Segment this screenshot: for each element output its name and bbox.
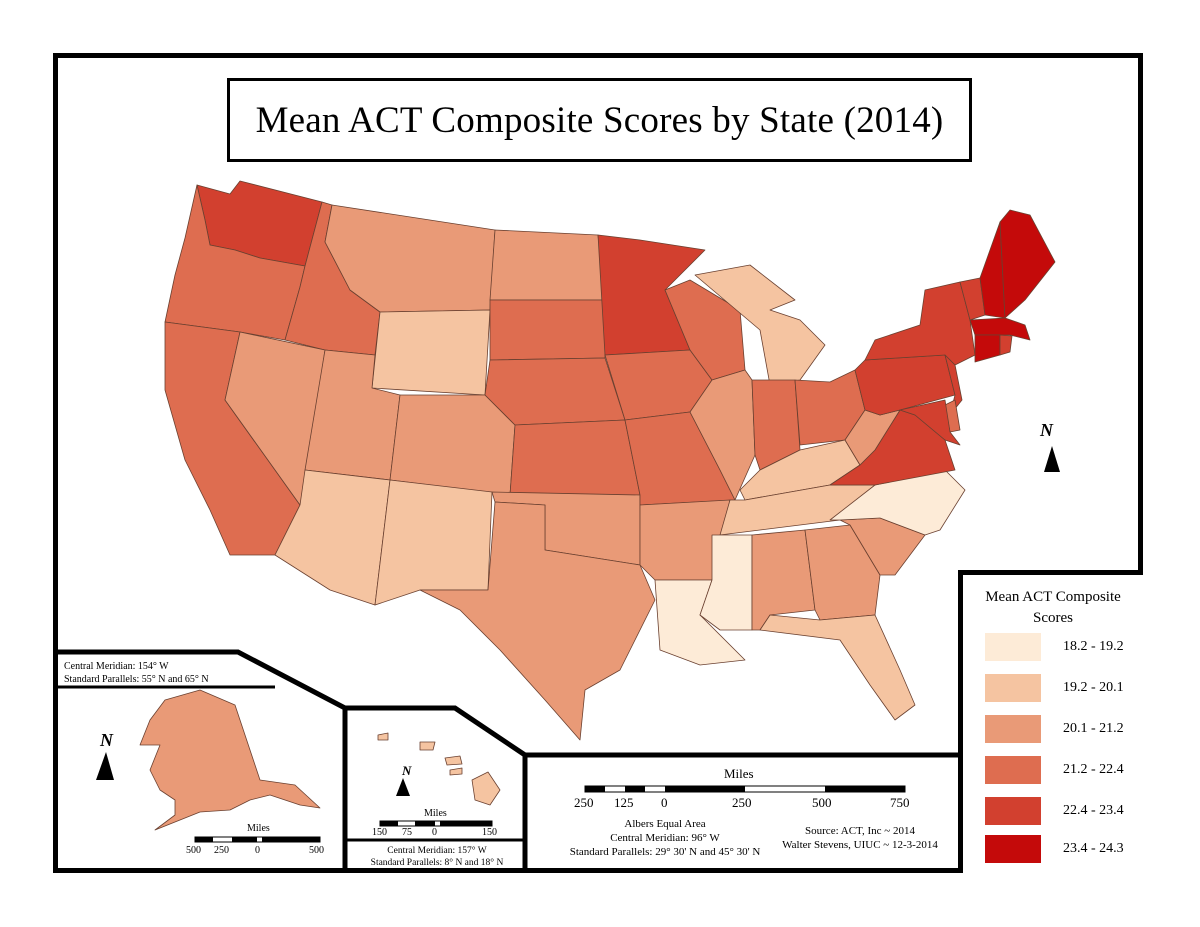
main-scale-tick: 250: [732, 795, 752, 810]
hawaii-north-arrow-icon: [396, 778, 410, 796]
state-NM[interactable]: [374, 479, 493, 606]
legend-swatch: [985, 797, 1041, 825]
hawaii-scale-title: Miles: [424, 808, 447, 819]
alaska-north-arrow-icon: [96, 752, 114, 780]
state-CT[interactable]: [974, 334, 1001, 363]
map-title-box: Mean ACT Composite Scores by State (2014…: [227, 78, 972, 162]
legend-item: 21.2 - 22.4: [985, 756, 1124, 784]
alaska-north-label: N: [100, 730, 113, 750]
main-scale-title: Miles: [724, 766, 754, 781]
legend-swatch: [985, 633, 1041, 661]
state-AK[interactable]: [139, 689, 321, 831]
main-scale-tick: 500: [812, 795, 832, 810]
alaska-scale-tick: 500: [186, 845, 201, 856]
state-RI[interactable]: [999, 334, 1013, 356]
hawaii-scale-tick: 75: [402, 827, 412, 838]
alaska-scale-tick: 250: [214, 845, 229, 856]
legend-item: 20.1 - 21.2: [985, 715, 1124, 743]
projection-info: Albers Equal Area Central Meridian: 96° …: [569, 818, 761, 858]
hawaii-scale-tick: 150: [372, 827, 387, 838]
main-scale-bar: [584, 785, 906, 793]
hawaii-scale-tick: 0: [432, 827, 437, 838]
legend-swatch: [985, 715, 1041, 743]
state-MI[interactable]: [694, 264, 826, 386]
state-AL[interactable]: [751, 529, 816, 631]
state-CO[interactable]: [389, 394, 516, 496]
north-arrow-icon: [1044, 446, 1060, 472]
state-NY[interactable]: [864, 281, 976, 366]
north-arrow-label: N: [1040, 420, 1053, 440]
alaska-scale-tick: 500: [309, 845, 324, 856]
state-WY[interactable]: [371, 309, 491, 396]
alaska-scale-bar: [194, 836, 321, 843]
alaska-scale-title: Miles: [247, 823, 270, 834]
state-MD[interactable]: [899, 399, 961, 446]
main-scale-tick: 125: [614, 795, 634, 810]
legend-item: 22.4 - 23.4: [985, 797, 1124, 825]
state-NE[interactable]: [484, 357, 626, 426]
hawaii-projection-info: Central Meridian: 157° W Standard Parall…: [370, 846, 504, 868]
main-scale-tick: 0: [661, 795, 668, 810]
hawaii-inset-border: [345, 705, 528, 873]
hawaii-scale-bar: [379, 820, 493, 827]
source-info: Source: ACT, Inc ~ 2014 Walter Stevens, …: [782, 825, 938, 851]
alaska-projection-info: Central Meridian: 154° W Standard Parall…: [64, 661, 209, 685]
state-IL[interactable]: [689, 369, 756, 501]
state-SD[interactable]: [489, 299, 606, 361]
state-TX[interactable]: [419, 501, 656, 741]
hawaii-north-label: N: [402, 763, 412, 778]
state-HI-group: [377, 732, 501, 806]
alaska-inset-border: [53, 649, 348, 873]
main-scale-tick: 250: [574, 795, 594, 810]
hawaii-scale-tick: 150: [482, 827, 497, 838]
legend-swatch: [985, 756, 1041, 784]
state-HI[interactable]: [471, 771, 501, 806]
legend-title: Mean ACT Composite Scores: [985, 589, 1121, 626]
state-ME[interactable]: [999, 209, 1056, 319]
main-scale-tick: 750: [890, 795, 910, 810]
legend-swatch: [985, 835, 1041, 863]
legend-item: 23.4 - 24.3: [985, 835, 1124, 863]
state-ND[interactable]: [489, 229, 606, 301]
alaska-scale-tick: 0: [255, 845, 260, 856]
legend-item: 19.2 - 20.1: [985, 674, 1124, 702]
legend-swatch: [985, 674, 1041, 702]
state-KS[interactable]: [509, 419, 641, 496]
state-FL[interactable]: [759, 614, 916, 721]
legend: Mean ACT Composite Scores 18.2 - 19.2 19…: [958, 570, 1143, 873]
legend-item: 18.2 - 19.2: [985, 633, 1124, 661]
map-title: Mean ACT Composite Scores by State (2014…: [255, 99, 944, 141]
